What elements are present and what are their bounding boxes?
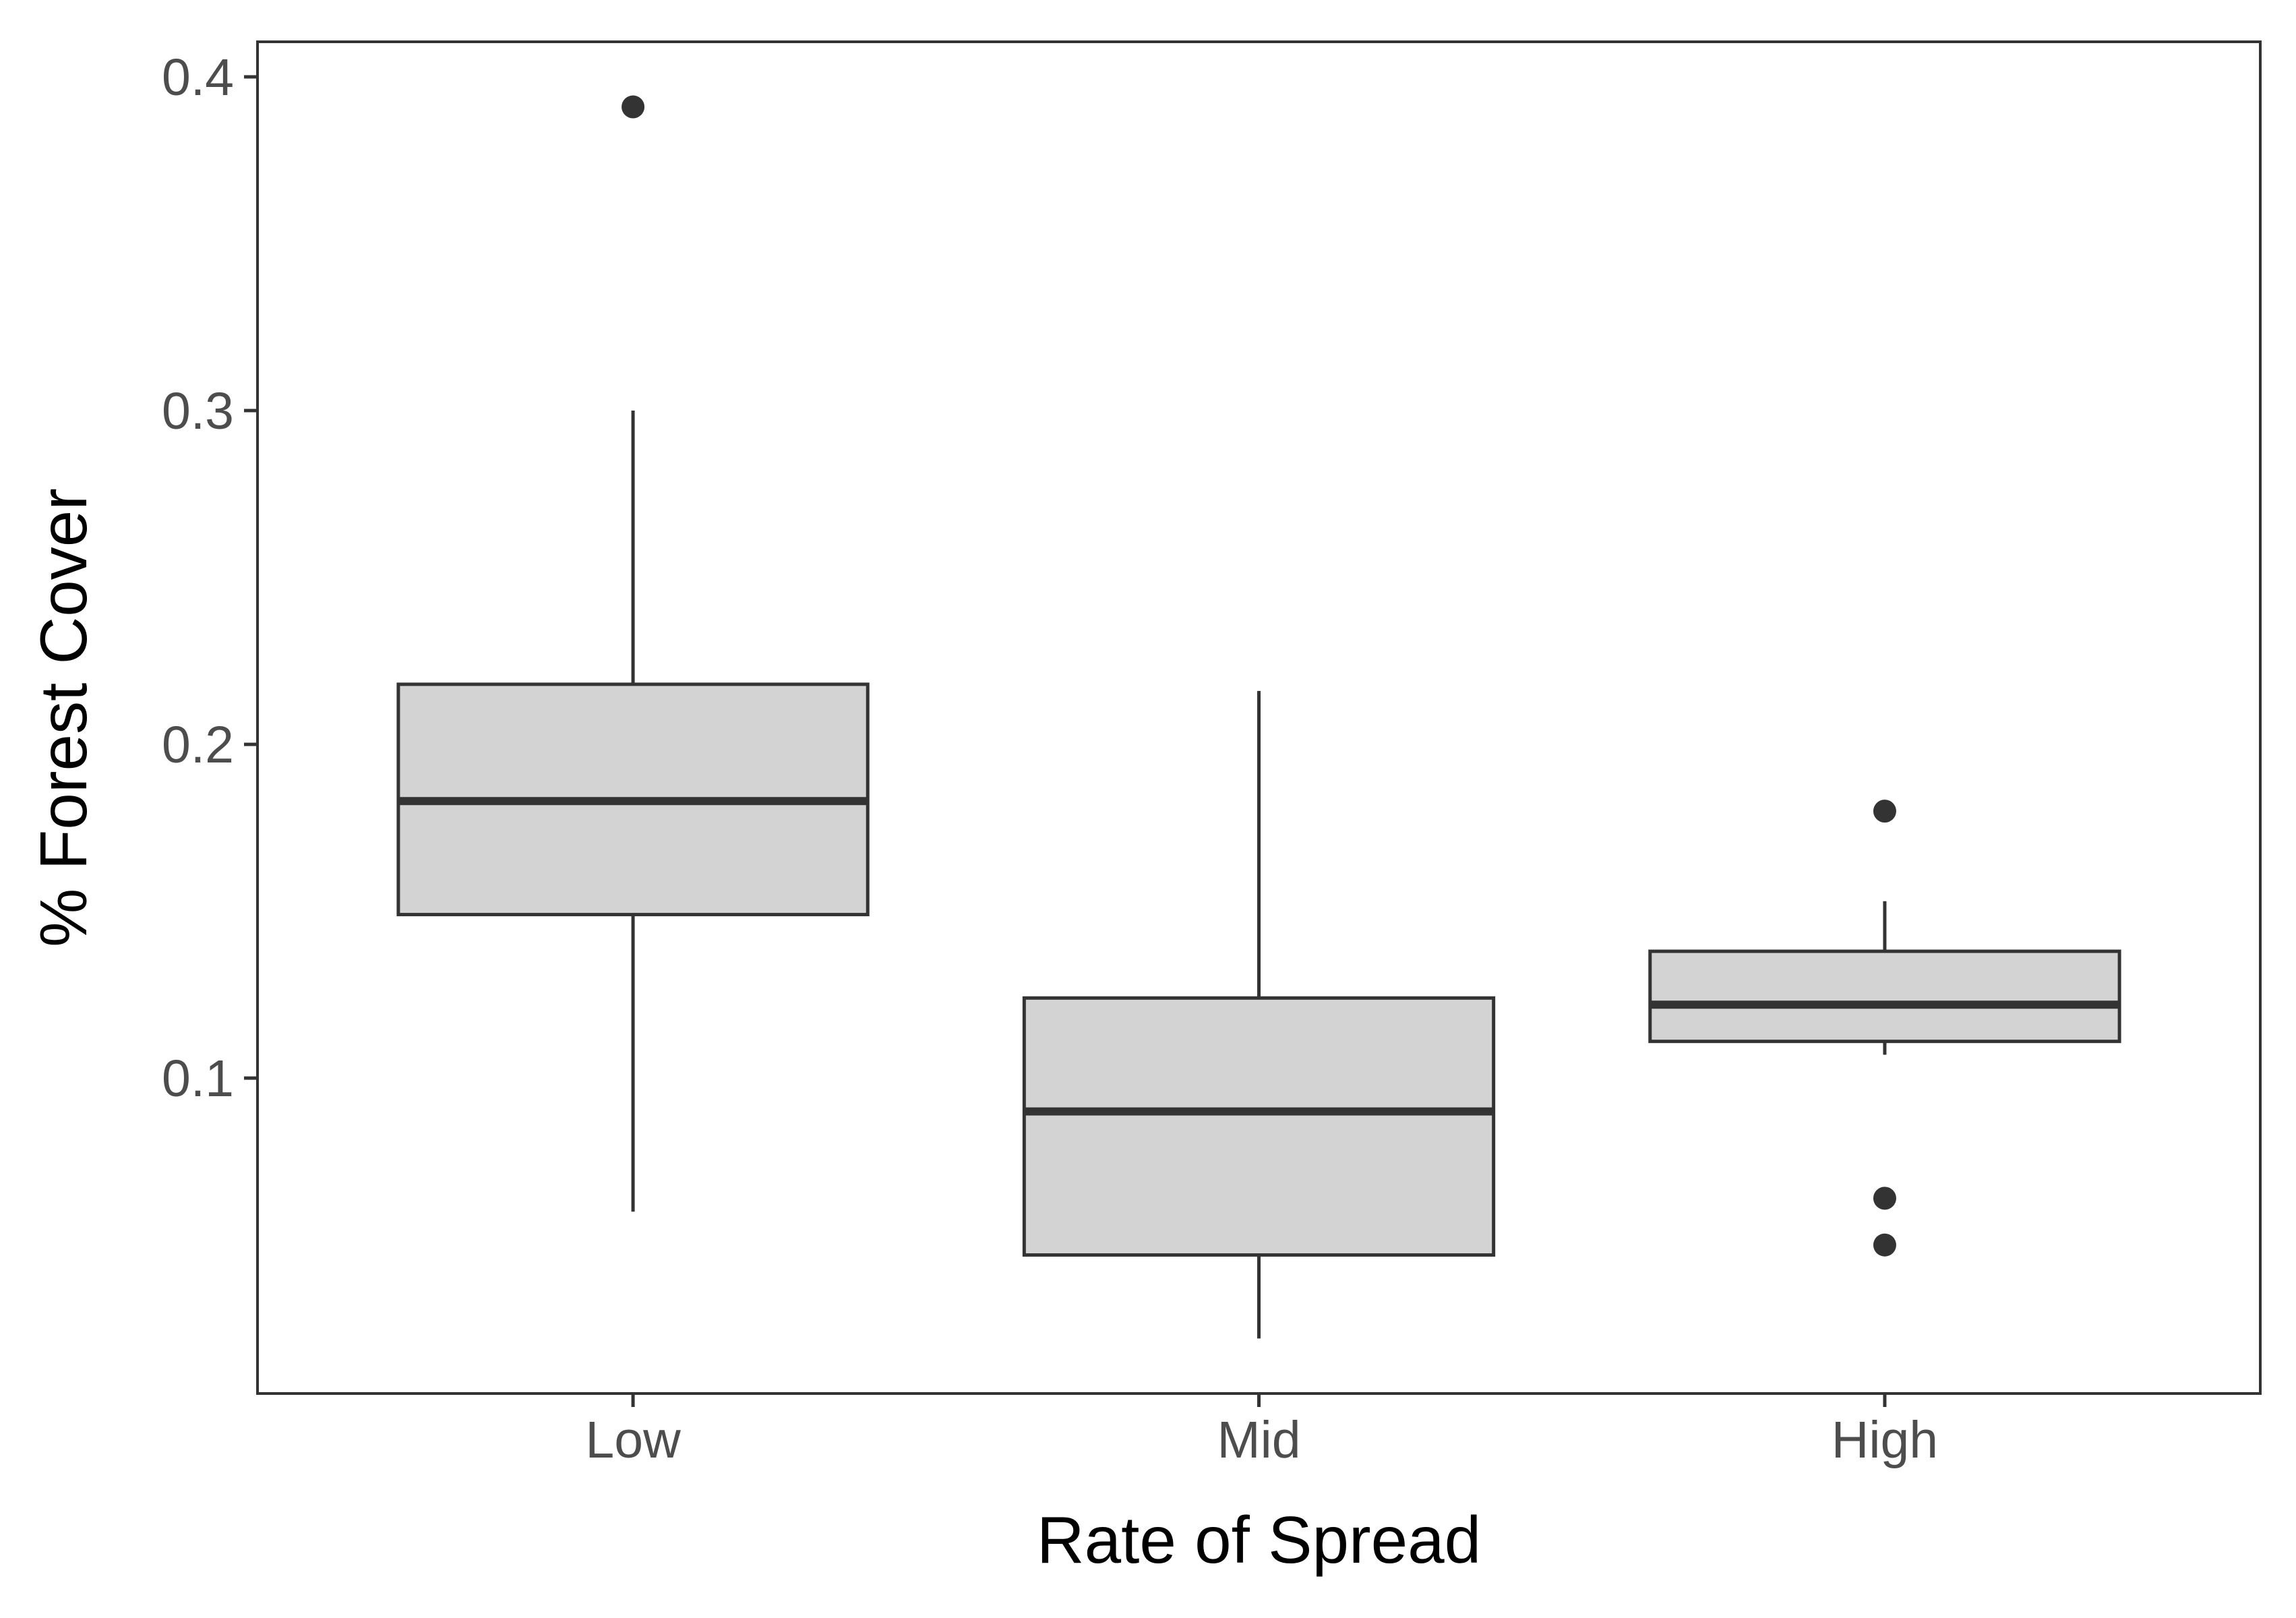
box — [1648, 949, 2121, 1044]
box-group-low — [396, 95, 870, 1212]
box — [1022, 996, 1496, 1257]
axes-layer: Low Mid High 0.1 0.2 0.3 0.4 — [162, 49, 1938, 1469]
outlier-point — [1873, 1233, 1896, 1257]
y-tick-label: 0.1 — [162, 1050, 234, 1108]
y-tick-label: 0.3 — [162, 382, 234, 440]
outlier-point — [1873, 800, 1896, 823]
y-axis-title: % Forest Cover — [26, 488, 100, 947]
x-tick-label: Low — [585, 1411, 681, 1469]
boxes-layer — [396, 95, 2121, 1339]
x-axis-title: Rate of Spread — [1037, 1503, 1481, 1577]
y-tick-label: 0.4 — [162, 49, 234, 107]
outlier-point — [1873, 1187, 1896, 1210]
x-tick-label: Mid — [1217, 1411, 1300, 1469]
x-tick-label: High — [1832, 1411, 1938, 1469]
box-group-high — [1648, 800, 2121, 1257]
y-tick-label: 0.2 — [162, 716, 234, 774]
box-group-mid — [1022, 690, 1496, 1339]
outlier-point — [622, 95, 645, 119]
